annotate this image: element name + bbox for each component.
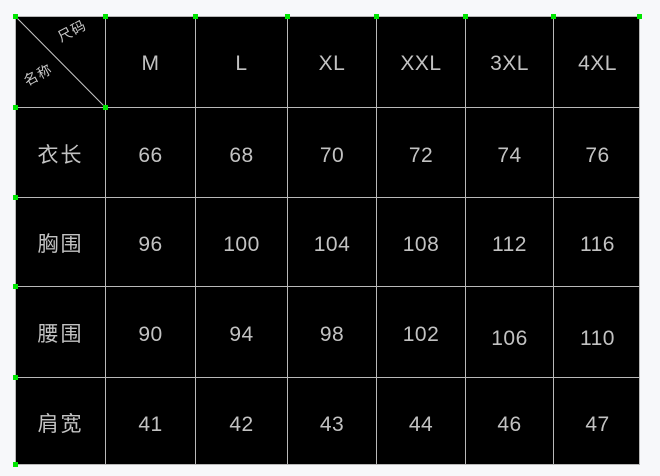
- row-header-2[interactable]: 腰围: [37, 322, 84, 346]
- row-header-3[interactable]: 肩宽: [37, 412, 84, 436]
- size-chart-table[interactable]: 尺码 名称 M L XL XXL 3XL 4XL 衣长 66 68 70 72 …: [15, 16, 640, 465]
- grid-hline: [16, 286, 639, 287]
- row-header-1[interactable]: 胸围: [37, 232, 84, 256]
- cell-0-3[interactable]: 72: [408, 143, 434, 167]
- grid-vline: [195, 17, 196, 464]
- column-header-xxl[interactable]: XXL: [400, 52, 442, 75]
- selection-handle-top-right[interactable]: [637, 14, 642, 19]
- selection-handle-top-col4[interactable]: [374, 14, 379, 19]
- selection-handle-top-col5[interactable]: [463, 14, 468, 19]
- cell-3-0[interactable]: 41: [138, 413, 163, 436]
- cell-1-3[interactable]: 108: [402, 233, 440, 256]
- selection-handle-left-row1[interactable]: [13, 105, 18, 110]
- grid-vline: [465, 17, 466, 464]
- column-header-l[interactable]: L: [235, 52, 248, 75]
- selection-handle-left-row2[interactable]: [13, 195, 18, 200]
- cell-2-4[interactable]: 106: [491, 327, 528, 350]
- grid-vline: [287, 17, 288, 464]
- selection-handle-bottom-left[interactable]: [13, 462, 18, 467]
- cell-2-5[interactable]: 110: [580, 327, 615, 350]
- cell-0-5[interactable]: 76: [585, 143, 610, 167]
- cell-0-1[interactable]: 68: [229, 143, 254, 167]
- cell-0-2[interactable]: 70: [319, 143, 345, 167]
- cell-1-1[interactable]: 100: [223, 233, 260, 256]
- column-header-4xl[interactable]: 4XL: [578, 52, 617, 75]
- corner-diagonal-line: [16, 17, 106, 108]
- cell-1-4[interactable]: 112: [492, 233, 527, 256]
- selection-handle-top-left[interactable]: [13, 14, 18, 19]
- selection-handle-top-col2[interactable]: [193, 14, 198, 19]
- grid-hline: [16, 377, 639, 378]
- column-header-3xl[interactable]: 3XL: [490, 52, 529, 75]
- cell-3-5[interactable]: 47: [585, 413, 610, 436]
- grid-vline: [105, 17, 106, 464]
- column-header-m[interactable]: M: [141, 52, 160, 75]
- corner-header-cell[interactable]: 尺码 名称: [16, 17, 106, 108]
- cell-3-1[interactable]: 42: [229, 413, 254, 436]
- cell-0-0[interactable]: 66: [138, 143, 163, 167]
- selection-handle-top-col1[interactable]: [103, 14, 108, 19]
- cell-1-2[interactable]: 104: [313, 233, 351, 256]
- cell-3-4[interactable]: 46: [497, 413, 522, 436]
- cell-2-0[interactable]: 90: [138, 323, 163, 346]
- grid-hline: [16, 197, 639, 198]
- row-header-0[interactable]: 衣长: [37, 142, 84, 167]
- cell-0-4[interactable]: 74: [497, 143, 522, 167]
- cell-2-3[interactable]: 102: [402, 323, 440, 346]
- selection-handle-top-col6[interactable]: [551, 14, 556, 19]
- grid-vline: [376, 17, 377, 464]
- column-header-xl[interactable]: XL: [318, 52, 346, 75]
- selection-handle-left-row3[interactable]: [13, 284, 18, 289]
- cell-3-3[interactable]: 44: [408, 413, 434, 436]
- selection-handle-left-row4[interactable]: [13, 375, 18, 380]
- grid-vline: [553, 17, 554, 464]
- selection-handle-top-col3[interactable]: [285, 14, 290, 19]
- grid-hline: [16, 107, 639, 108]
- cell-2-1[interactable]: 94: [229, 323, 254, 346]
- selection-handle-corner-inner[interactable]: [103, 105, 108, 110]
- cell-3-2[interactable]: 43: [319, 413, 345, 436]
- cell-2-2[interactable]: 98: [319, 323, 345, 346]
- cell-1-5[interactable]: 116: [580, 233, 615, 256]
- cell-1-0[interactable]: 96: [138, 233, 163, 256]
